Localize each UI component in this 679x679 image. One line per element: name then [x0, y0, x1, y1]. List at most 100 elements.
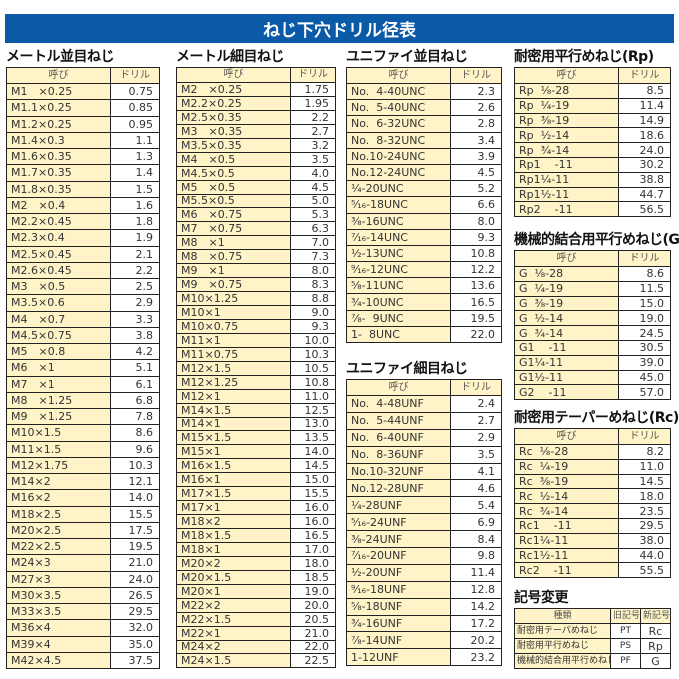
table-row: M6 ×1 5.1 [6, 359, 160, 377]
drill-table: 呼び ドリル M1 ×0.25 0.75 M1.1×0.25 0.85 M1.2×0.25 0… [6, 67, 160, 670]
table-row: M1.7×0.35 1.4 [6, 164, 160, 182]
table-row: Rc1 -11 29.5 [514, 517, 671, 534]
thread-size: M33×3.5 [6, 602, 111, 621]
table-row: ⁹⁄₁₆-18UNF 12.8 [346, 580, 502, 599]
drill-size: 37.5 [110, 651, 160, 670]
table-row: M30×3.5 26.5 [6, 586, 160, 605]
thread-size: M2.3×0.4 [6, 229, 111, 247]
table-row: M18×1 17.0 [176, 541, 336, 557]
drill-size: 9.0 [290, 305, 336, 320]
drill-size: 19.0 [618, 310, 671, 327]
thread-size: M39×4 [6, 635, 111, 653]
table-row: Rc ¹⁄₈-28 8.2 [514, 444, 671, 460]
drill-size: 4.6 [450, 479, 502, 498]
table-row: M2.3×0.4 1.9 [6, 229, 160, 247]
table-row: M11×0.75 10.3 [176, 346, 336, 362]
section-title: ユニファイ並目ねじ [346, 49, 468, 65]
section-title: 耐密用テーパーめねじ(Rc) [514, 410, 679, 426]
thread-size: M1 ×0.25 [6, 82, 111, 101]
thread-size: M11×0.75 [176, 346, 291, 362]
drill-table: 呼び ドリル No. 4-48UNF 2.4 No. 5-44UNF 2.7 No. 6-4… [346, 379, 502, 667]
drill-size: 12.5 [290, 402, 336, 418]
table-row: M14×1.5 12.5 [176, 402, 336, 418]
drill-size: 29.5 [618, 517, 671, 534]
section-rc: 耐密用テーパーめねじ(Rc) 呼び ドリル Rc ¹⁄₈-28 8.2 Rc ¹⁄₄-1… [514, 409, 679, 579]
thread-size: G ³⁄₈-19 [514, 295, 619, 312]
drill-size: 4.0 [290, 165, 336, 181]
drill-table: 呼び ドリル G ¹⁄₈-28 8.6 G ¹⁄₄-19 11.5 G ³⁄₈-19 15.0… [514, 250, 671, 401]
table-row: M10×1.25 8.8 [176, 291, 336, 306]
drill-size: 4.2 [110, 342, 160, 361]
thread-type: 耐密用平行めねじ [514, 638, 611, 654]
thread-size: M1.2×0.25 [6, 115, 111, 133]
thread-size: M20×1.5 [176, 569, 291, 585]
drill-size: 14.2 [450, 597, 502, 616]
drill-size: 26.5 [110, 586, 160, 605]
thread-size: Rp ³⁄₄-14 [514, 142, 619, 158]
drill-size: 45.0 [618, 369, 671, 386]
header-name: 呼び [514, 250, 619, 267]
thread-size: M27×3 [6, 570, 111, 588]
header-drill: ドリル [618, 67, 671, 84]
drill-size: 24.0 [110, 570, 160, 588]
old-symbol: PT [610, 623, 641, 639]
thread-size: M3 ×0.5 [6, 277, 111, 296]
thread-size: Rp1 -11 [514, 156, 619, 173]
thread-size: No.10-32UNF [346, 462, 451, 481]
page-title: ねじ下穴ドリル径表 [5, 14, 674, 43]
drill-size: 14.5 [290, 458, 336, 474]
table-row: M11×1 10.0 [176, 332, 336, 348]
thread-size: 1-12UNF [346, 648, 451, 667]
thread-size: ⁹⁄₁₆-18UNF [346, 580, 451, 599]
drill-size: 56.5 [618, 201, 671, 218]
table-row: ¹⁄₂-20UNF 11.4 [346, 563, 502, 582]
table-row: M5.5×0.5 5.0 [176, 193, 336, 209]
drill-size: 38.8 [618, 171, 671, 188]
table-row: G ³⁄₄-14 24.5 [514, 325, 671, 341]
thread-size: M15×1.5 [176, 430, 291, 446]
table-row: 耐密用平行めねじ PS Rp [514, 638, 671, 654]
table-row: M10×1.5 8.6 [6, 424, 160, 442]
drill-size: 20.0 [290, 597, 336, 613]
drill-size: 12.1 [110, 472, 160, 491]
table-row: No.12-24UNC 4.5 [346, 163, 502, 182]
drill-size: 9.3 [290, 318, 336, 334]
drill-size: 6.3 [290, 221, 336, 237]
header-drill: ドリル [290, 67, 336, 83]
drill-size: 1.8 [110, 212, 160, 231]
drill-table: 呼び ドリル No. 4-40UNC 2.3 No. 5-40UNC 2.6 No. 6-3… [346, 67, 502, 344]
drill-size: 15.5 [290, 486, 336, 502]
drill-size: 8.0 [450, 212, 502, 230]
table-row: No. 5-44UNF 2.7 [346, 411, 502, 430]
drill-size: 14.9 [618, 112, 671, 129]
drill-size: 3.2 [290, 137, 336, 153]
table-row: M15×1 14.0 [176, 444, 336, 460]
section-metric-coarse: メートル並目ねじ 呼び ドリル M1 ×0.25 0.75 M1.1×0.25 0.85 M… [6, 48, 160, 670]
section-unc: ユニファイ並目ねじ 呼び ドリル No. 4-40UNC 2.3 No. 5-40UNC… [346, 48, 502, 344]
old-symbol: PF [610, 653, 641, 669]
thread-size: M20×1 [176, 583, 291, 599]
drill-size: 8.8 [290, 291, 336, 306]
thread-size: Rp1¹⁄₂-11 [514, 186, 619, 203]
table-row: Rc1¹⁄₄-11 38.0 [514, 532, 671, 549]
thread-size: Rp ¹⁄₂-14 [514, 127, 619, 144]
thread-size: G1¹⁄₂-11 [514, 369, 619, 386]
drill-size: 3.5 [450, 445, 502, 464]
thread-size: M18×2.5 [6, 505, 111, 523]
drill-table: 呼び ドリル Rc ¹⁄₈-28 8.2 Rc ¹⁄₄-19 11.0 Rc ³⁄₈-19 1… [514, 428, 671, 579]
drill-size: 30.5 [618, 339, 671, 356]
drill-size: 18.0 [290, 555, 336, 571]
thread-type: 耐密用テーパめねじ [514, 623, 611, 639]
drill-size: 2.5 [110, 277, 160, 296]
thread-size: M18×1.5 [176, 528, 291, 543]
table-row: Rc ¹⁄₄-19 11.0 [514, 458, 671, 475]
table-row: M33×3.5 29.5 [6, 602, 160, 621]
table-row: ⁹⁄₁₆-12UNC 12.2 [346, 261, 502, 279]
thread-size: M1.6×0.35 [6, 147, 111, 166]
thread-size: No. 4-40UNC [346, 82, 451, 101]
table-row: M1.2×0.25 0.95 [6, 115, 160, 133]
table-row: Rp ¹⁄₂-14 18.6 [514, 127, 671, 144]
drill-size: 19.5 [450, 309, 502, 327]
drill-size: 1.6 [110, 196, 160, 215]
table-row: ³⁄₈-24UNF 8.4 [346, 530, 502, 549]
